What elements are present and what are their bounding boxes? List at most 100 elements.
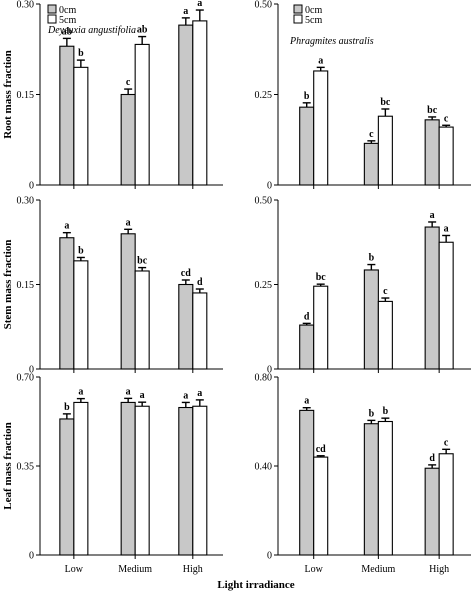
bar-5cm-high: [192, 405, 208, 556]
y-tick-label: 0.40: [255, 462, 273, 473]
legend-label: 5cm: [305, 15, 322, 26]
bar-5cm-low: [313, 456, 329, 556]
bar-0cm-medium: [120, 93, 136, 186]
bar-5cm-low: [313, 70, 329, 186]
bar-5cm-high: [438, 241, 454, 370]
y-tick-label: 0: [29, 181, 34, 192]
bar-0cm-high: [424, 119, 440, 186]
y-tick-label: 0.30: [17, 196, 35, 207]
significance-label: c: [444, 437, 449, 448]
y-tick-label: 0.25: [255, 90, 273, 101]
significance-label: a: [197, 0, 202, 9]
significance-label: ab: [62, 26, 73, 37]
significance-label: ab: [137, 25, 148, 36]
x-tick-label: Medium: [118, 564, 152, 575]
bar-0cm-medium: [120, 233, 136, 370]
bar-0cm-low: [299, 409, 315, 556]
legend-swatch-5cm: [293, 14, 303, 24]
legend-swatch-0cm: [293, 4, 303, 14]
chart-panel-3: 0 0.15 0.30 a a cd b bc d Stem mass fraction: [2, 196, 223, 376]
significance-label: a: [183, 390, 188, 401]
legend-label: 0cm: [59, 5, 76, 16]
significance-label: c: [383, 286, 388, 297]
y-tick-label: 0.15: [17, 280, 35, 291]
bar-0cm-medium: [363, 142, 379, 186]
y-tick-label: 0: [267, 365, 272, 376]
y-tick-label: 0.25: [255, 280, 273, 291]
significance-label: d: [304, 311, 310, 322]
bar-0cm-high: [424, 467, 440, 556]
bar-5cm-medium: [134, 43, 150, 186]
bar-5cm-high: [192, 292, 208, 370]
significance-label: bc: [380, 97, 391, 108]
bar-5cm-low: [73, 66, 89, 186]
bar-5cm-low: [73, 401, 89, 556]
significance-label: a: [64, 221, 69, 232]
y-tick-label: 0.30: [17, 0, 35, 11]
bar-0cm-low: [299, 324, 315, 370]
bar-5cm-high: [192, 20, 208, 186]
y-axis-label: Leaf mass fraction: [2, 422, 14, 509]
significance-label: cd: [316, 444, 326, 455]
significance-label: d: [429, 453, 435, 464]
chart-panel-6: 0 0.40 0.80 Low Medium High a b d cd b c: [255, 373, 471, 575]
x-tick-label: Medium: [361, 564, 395, 575]
significance-label: b: [64, 402, 70, 413]
bar-0cm-high: [424, 226, 440, 370]
significance-label: cd: [181, 268, 191, 279]
significance-label: a: [318, 55, 323, 66]
bar-5cm-high: [438, 126, 454, 186]
bar-5cm-low: [313, 285, 329, 370]
bar-5cm-medium: [377, 300, 393, 370]
significance-label: b: [78, 245, 84, 256]
x-axis-label: Light irradiance: [217, 579, 294, 591]
bar-5cm-low: [73, 260, 89, 370]
y-tick-label: 0.15: [17, 90, 35, 101]
bar-5cm-medium: [377, 420, 393, 556]
significance-label: b: [369, 253, 375, 264]
bar-0cm-low: [59, 237, 75, 370]
x-tick-label: Low: [65, 564, 84, 575]
species-name: Deyeuxia angustifolia: [47, 25, 136, 36]
x-tick-label: High: [183, 564, 203, 575]
bar-5cm-medium: [134, 270, 150, 370]
significance-label: b: [304, 91, 310, 102]
significance-label: a: [197, 388, 202, 399]
bar-5cm-high: [438, 453, 454, 556]
bar-5cm-medium: [377, 115, 393, 186]
significance-label: c: [444, 113, 449, 124]
significance-label: c: [369, 129, 374, 140]
bar-0cm-medium: [120, 401, 136, 556]
x-tick-label: Low: [305, 564, 324, 575]
bar-0cm-high: [178, 406, 194, 556]
significance-label: b: [369, 408, 375, 419]
significance-label: b: [383, 406, 389, 417]
significance-label: bc: [316, 272, 327, 283]
species-name: Phragmites australis: [289, 36, 374, 47]
y-tick-label: 0.50: [255, 0, 273, 11]
significance-label: a: [430, 210, 435, 221]
y-tick-label: 0: [29, 551, 34, 562]
x-tick-label: High: [429, 564, 449, 575]
legend-swatch-5cm: [47, 14, 57, 24]
bar-0cm-high: [178, 283, 194, 370]
bar-0cm-low: [59, 45, 75, 186]
y-axis-label: Root mass fraction: [2, 50, 14, 139]
bar-0cm-low: [59, 418, 75, 556]
significance-label: a: [78, 387, 83, 398]
y-tick-label: 0.70: [17, 373, 35, 384]
bar-5cm-medium: [134, 405, 150, 556]
legend-label: 5cm: [59, 15, 76, 26]
y-axis-label: Stem mass fraction: [2, 240, 14, 330]
significance-label: a: [444, 223, 449, 234]
y-tick-label: 0: [267, 181, 272, 192]
significance-label: a: [126, 217, 131, 228]
y-tick-label: 0.80: [255, 373, 273, 384]
significance-label: c: [126, 77, 131, 88]
legend-swatch-0cm: [47, 4, 57, 14]
chart-panel-4: 0 0.25 0.50 d b a bc c a: [255, 196, 471, 376]
